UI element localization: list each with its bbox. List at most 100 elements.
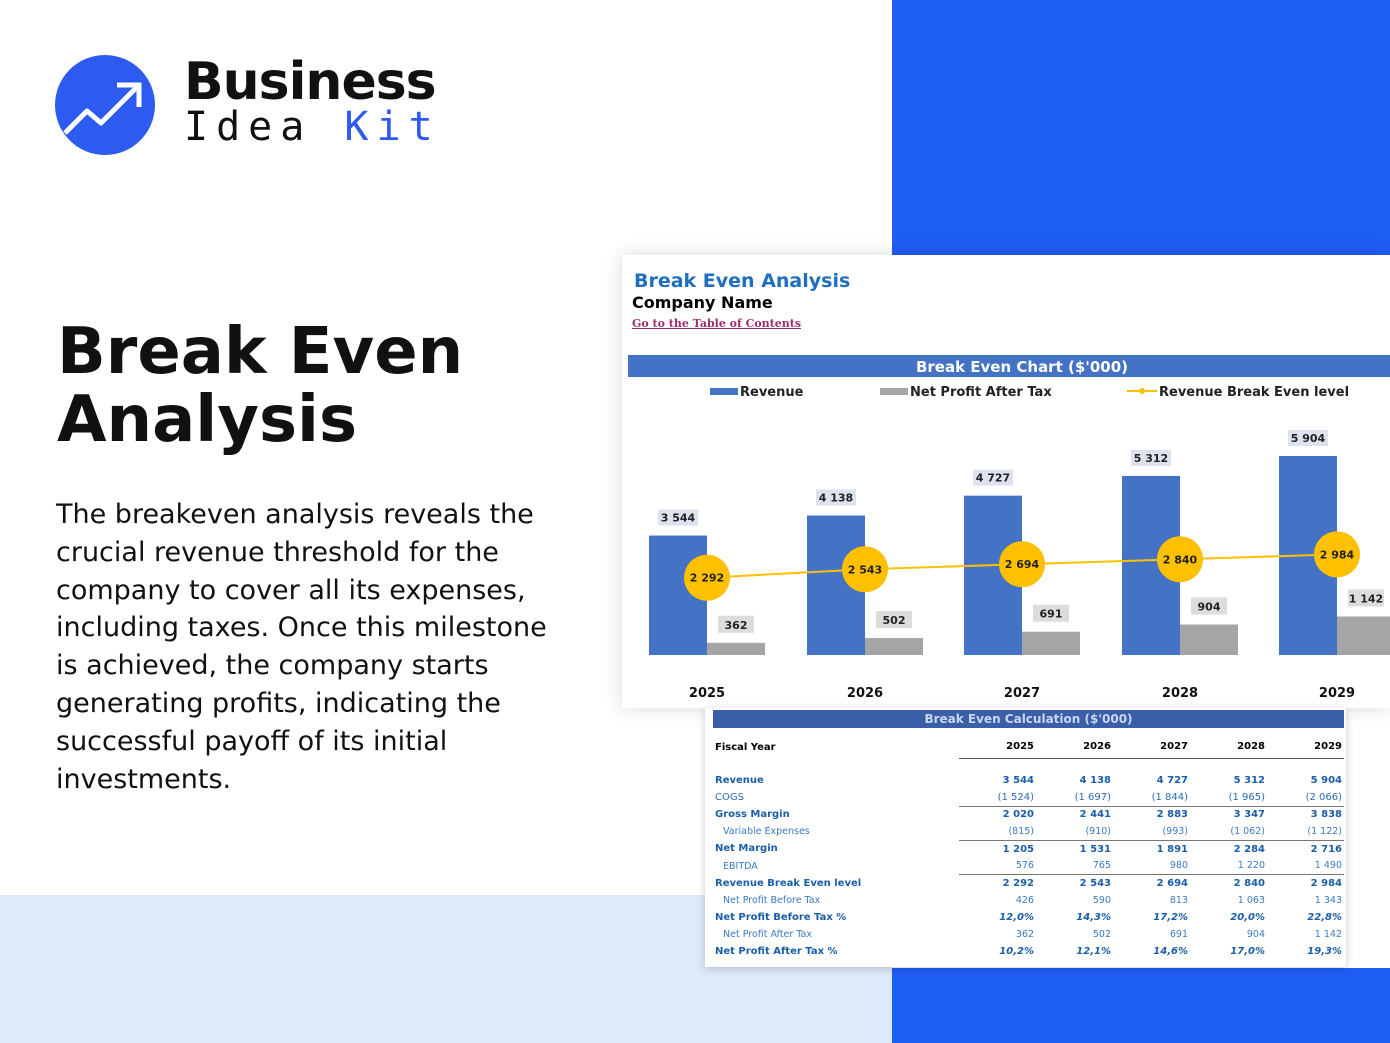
legend-swatch-0 [710,388,738,395]
cell-value: 3 838 [1267,805,1344,824]
row-label: Revenue Break Even level [715,877,862,889]
net-profit-data-label: 362 [725,619,748,632]
net-profit-bar [1180,624,1238,655]
year-header: 2026 [1036,736,1113,759]
toc-link[interactable]: Go to the Table of Contents [632,317,802,330]
table-row: Net Margin 1 205 1 531 1 891 2 284 2 716 [713,839,1344,858]
cell-value: 5 904 [1310,775,1342,787]
cell-value: 576 [1015,860,1034,872]
calculation-table-panel: Break Even Calculation ($'000) Fiscal Ye… [705,708,1346,967]
revenue-label-bg [816,489,856,506]
cell-value: 12,0% [999,911,1034,923]
x-tick-label: 2029 [1319,686,1355,701]
break-even-data-label: 2 840 [1163,553,1198,566]
break-even-point [999,541,1045,588]
logo-kit: Kit [344,104,441,150]
cell-value: 980 [1169,860,1188,872]
net-profit-label-bg [1348,589,1384,607]
cell-value: 813 [1169,894,1188,906]
net-profit-label-bg [718,615,754,633]
cell-value: (1 062) [1230,826,1265,838]
cell-value: 362 [1015,928,1034,940]
logo-text-idea-kit: Idea Kit [184,104,441,150]
table-row: COGS (1 524) (1 697) (1 844) (1 965) (2 066) [713,789,1344,806]
break-even-point [1314,531,1360,578]
revenue-data-label: 5 904 [1291,432,1326,445]
break-even-data-label: 2 694 [1005,558,1040,571]
cell-value: 3 347 [1190,805,1267,824]
cell-value: 1 142 [1314,928,1342,940]
cell-value: 590 [1092,894,1111,906]
chart-panel: Break Even Analysis Company Name Go to t… [622,255,1390,708]
cell-value: 904 [1246,928,1265,940]
year-header: 2027 [1113,736,1190,759]
cell-value: 2 694 [1113,874,1190,892]
break-even-chart: Break Even Chart ($'000) Revenue Net Prof… [628,355,1390,701]
cell-value: 1 220 [1237,860,1265,872]
cell-value: 14,6% [1153,945,1188,957]
cell-value: 1 891 [1113,839,1190,858]
hero-description: The breakeven analysis reveals the cruci… [56,499,547,795]
cell-value: 2 292 [959,874,1036,892]
cell-value: (910) [1085,826,1111,838]
break-even-point [1157,536,1203,583]
cell-value: 22,8% [1307,911,1342,923]
company-name: Company Name [632,293,773,312]
table-row: Variable Expenses (815) (910) (993) (1 062) (… [713,823,1344,840]
cell-value: (1 122) [1307,826,1342,838]
table-row: Gross Margin 2 020 2 441 2 883 3 347 3 838 [713,805,1344,824]
revenue-data-label: 3 544 [661,512,696,525]
cell-value: 4 727 [1156,775,1188,787]
cell-value: 2 543 [1036,874,1113,892]
logo-idea: Idea [184,104,313,150]
cell-value: 3 544 [1002,775,1034,787]
cell-value: 2 840 [1190,874,1267,892]
cell-value: 1 343 [1314,894,1342,906]
table-row: Net Profit After Tax 362 502 691 904 1 142 [713,926,1344,943]
net-profit-label-bg [1033,604,1069,622]
cell-value: 2 883 [1113,805,1190,824]
break-even-data-label: 2 984 [1320,548,1355,561]
cell-value: 1 531 [1036,839,1113,858]
year-header: 2028 [1190,736,1267,759]
net-profit-bar [1337,616,1390,655]
row-label: Net Profit Before Tax % [715,911,847,923]
row-label: Net Margin [715,843,778,855]
cell-value: 2 020 [959,805,1036,824]
break-even-point [842,546,888,593]
table-row: Revenue 3 544 4 138 4 727 5 312 5 904 [713,772,1344,789]
x-tick-label: 2025 [689,686,725,701]
cell-value: 14,3% [1076,911,1111,923]
row-label: Net Profit After Tax [723,928,813,940]
sheet-title: Break Even Analysis [634,270,851,292]
cell-value: 1 063 [1237,894,1265,906]
x-tick-label: 2028 [1162,686,1198,701]
cell-value: 426 [1015,894,1034,906]
revenue-label-bg [973,469,1013,486]
net-profit-bar [1022,631,1080,655]
revenue-label-bg [1288,430,1328,446]
break-even-data-label: 2 292 [690,572,724,585]
table-row: Net Profit Before Tax % 12,0% 14,3% 17,2% 20… [713,909,1344,926]
cell-value: 1 205 [959,839,1036,858]
cell-value: 20,0% [1230,911,1265,923]
cell-value: 2 984 [1267,874,1344,892]
cell-value: 502 [1092,928,1111,940]
cell-value: (1 965) [1228,791,1265,803]
legend-label-1: Net Profit After Tax [910,385,1052,400]
row-label: COGS [715,792,744,804]
hero-title: Break Even Analysis [57,315,464,457]
row-label: Variable Expenses [723,826,810,838]
net-profit-data-label: 904 [1198,601,1221,614]
legend-label-0: Revenue [740,385,804,400]
x-tick-label: 2027 [1004,686,1040,701]
cell-value: 10,2% [999,945,1034,957]
revenue-data-label: 4 138 [819,492,853,505]
break-even-data-label: 2 543 [848,563,882,576]
year-header: 2029 [1267,736,1344,759]
row-label: Net Profit Before Tax [723,894,821,906]
legend-label-2: Revenue Break Even level [1159,385,1349,400]
cell-value: 4 138 [1079,775,1111,787]
row-label: Revenue [715,775,764,787]
cell-value: 2 441 [1036,805,1113,824]
